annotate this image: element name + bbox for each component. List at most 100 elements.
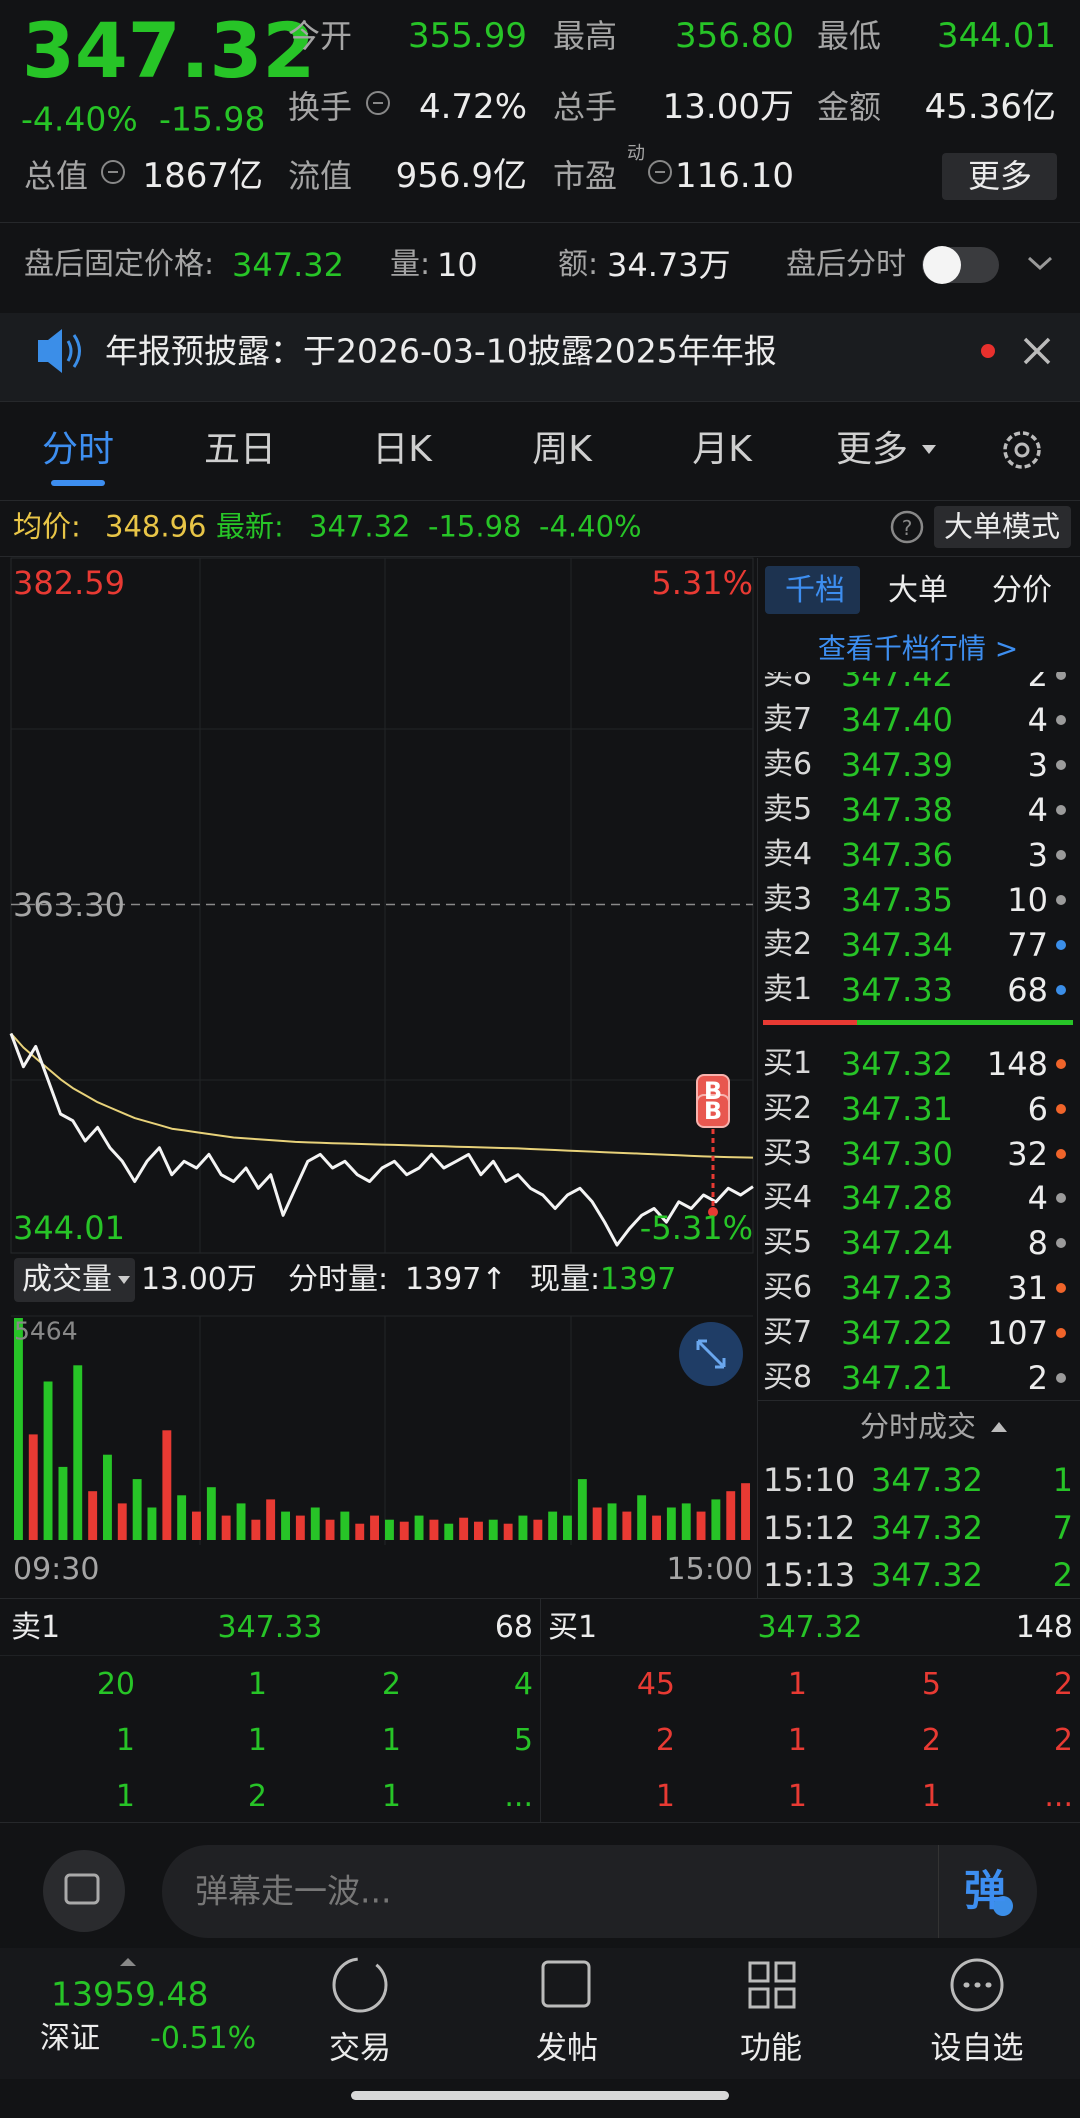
volume-bar	[147, 1507, 157, 1540]
depth-qty: 8	[1027, 1224, 1048, 1263]
close-icon[interactable]	[1023, 337, 1051, 365]
notice-text: 年报预披露：于2026-03-10披露2025年年报	[105, 331, 777, 371]
more-button[interactable]	[942, 153, 1057, 200]
volume-bar	[607, 1503, 617, 1540]
depth-qty: 32	[1007, 1134, 1048, 1173]
depth-tab[interactable]: 千档	[785, 573, 845, 608]
volume-bar	[444, 1523, 454, 1540]
stat-value: 116.10	[675, 156, 794, 196]
comment-send[interactable]: 弹	[963, 1866, 1007, 1915]
tab[interactable]: 更多	[835, 429, 909, 470]
depth-price: 347.21	[841, 1358, 953, 1397]
queue-cell: 2	[1053, 1667, 1073, 1702]
queue-cell: 45	[636, 1667, 675, 1702]
stat-label: 市盈	[553, 157, 618, 195]
volume-bar	[117, 1503, 127, 1540]
trades-title: 分时成交	[859, 1409, 977, 1444]
queue-cell: 1	[115, 1723, 135, 1758]
volume-bar	[681, 1503, 691, 1540]
queue-cell: 1	[115, 1779, 135, 1814]
trade-price: 347.32	[871, 1461, 983, 1499]
volume-bar	[474, 1521, 483, 1540]
depth-tab[interactable]: 大单	[888, 573, 948, 608]
depth-price: 347.36	[841, 836, 953, 874]
depth-qty: 4	[1027, 1179, 1048, 1218]
volume-bar	[103, 1454, 112, 1540]
depth-price: 347.34	[841, 926, 953, 964]
depth-qty: 31	[1007, 1269, 1048, 1307]
trade-time: 15:12	[763, 1508, 856, 1547]
volume-bar	[43, 1381, 53, 1540]
help-icon[interactable]	[890, 510, 924, 544]
watchlist-icon[interactable]	[950, 1958, 1004, 2012]
more-button-label[interactable]: 更多	[967, 157, 1033, 195]
nav-item[interactable]: 设自选	[930, 2030, 1024, 2067]
mode-button[interactable]	[934, 506, 1071, 548]
separator	[0, 500, 1080, 501]
queue-label: 买1	[548, 1610, 598, 1645]
depth-label: 卖5	[763, 792, 813, 827]
stat-label: 流值	[288, 157, 353, 195]
trade-time: 15:13	[763, 1556, 856, 1594]
depth-qty: 2	[1027, 1358, 1048, 1397]
post-icon[interactable]	[541, 1960, 591, 2008]
stat-value: 45.36亿	[924, 87, 1056, 127]
stat-value: 13.00万	[662, 87, 794, 127]
comment-placeholder[interactable]: 弹幕走一波...	[195, 1871, 392, 1911]
stat-label: 最高	[553, 17, 618, 55]
stat-value: 355.99	[408, 16, 527, 56]
stat-value: 956.9亿	[395, 156, 527, 196]
depth-link[interactable]: 查看千档行情 >	[817, 632, 1019, 665]
queue-cell: ...	[1044, 1779, 1073, 1814]
input-divider	[938, 1845, 939, 1938]
tab[interactable]: 分时	[41, 429, 115, 470]
depth-dot	[1056, 1193, 1066, 1204]
chevron[interactable]	[1027, 256, 1053, 271]
volume-button-label[interactable]: 成交量	[22, 1262, 112, 1297]
ah-label: 盘后固定价格:	[24, 247, 215, 282]
volume-bar	[726, 1491, 736, 1540]
marker-dot	[708, 1207, 718, 1217]
volume-bar	[503, 1523, 513, 1540]
depth-label: 买7	[763, 1314, 813, 1350]
volume-bar	[533, 1519, 543, 1540]
depth-dot	[1056, 672, 1066, 680]
danmaku-settings[interactable]	[43, 1850, 125, 1932]
depth-price: 347.40	[841, 701, 953, 739]
volume-bar	[206, 1487, 216, 1540]
depth-label: 卖6	[763, 747, 813, 782]
tab[interactable]: 五日	[203, 429, 277, 470]
pct-label-bottom: -5.31%	[639, 1209, 753, 1247]
volume-bar	[340, 1511, 350, 1540]
volume-bar	[236, 1503, 246, 1540]
trade-icon[interactable]	[332, 1957, 388, 2013]
volume-bar	[14, 1318, 23, 1540]
volume-bar	[295, 1515, 305, 1540]
depth-label: 卖3	[763, 882, 813, 917]
tab[interactable]: 周K	[532, 429, 592, 470]
stat-sup: 动	[627, 143, 645, 164]
tab[interactable]: 月K	[692, 429, 752, 470]
separator	[0, 222, 1080, 223]
queue-cell: 1	[381, 1723, 401, 1758]
nav-bar	[0, 1948, 1080, 2079]
function-icon[interactable]	[748, 1961, 796, 2009]
nav-item[interactable]: 发帖	[536, 2030, 598, 2067]
comment-input[interactable]	[162, 1845, 1037, 1938]
change-pct: -4.40%	[21, 99, 138, 139]
gear-icon[interactable]	[1003, 431, 1041, 469]
ask-list: 卖8 347.42 2 卖7 347.40 4 卖6 347.39 3 卖5 347.38 4 卖4 34…	[757, 672, 1080, 1014]
tab[interactable]: 日K	[372, 429, 432, 470]
depth-tab[interactable]: 分价	[992, 573, 1052, 608]
volume-bar	[251, 1519, 261, 1540]
nav-item[interactable]: 功能	[740, 2030, 802, 2067]
speaker-waves	[66, 334, 81, 368]
volume-button[interactable]	[14, 1258, 135, 1302]
queue-cell: 1	[787, 1723, 807, 1758]
mode-button-label[interactable]: 大单模式	[943, 509, 1061, 544]
nav-item[interactable]: 交易	[329, 2030, 391, 2067]
depth-price: 347.39	[841, 746, 953, 784]
depth-price: 347.24	[841, 1224, 953, 1263]
depth-dot	[1056, 940, 1066, 950]
